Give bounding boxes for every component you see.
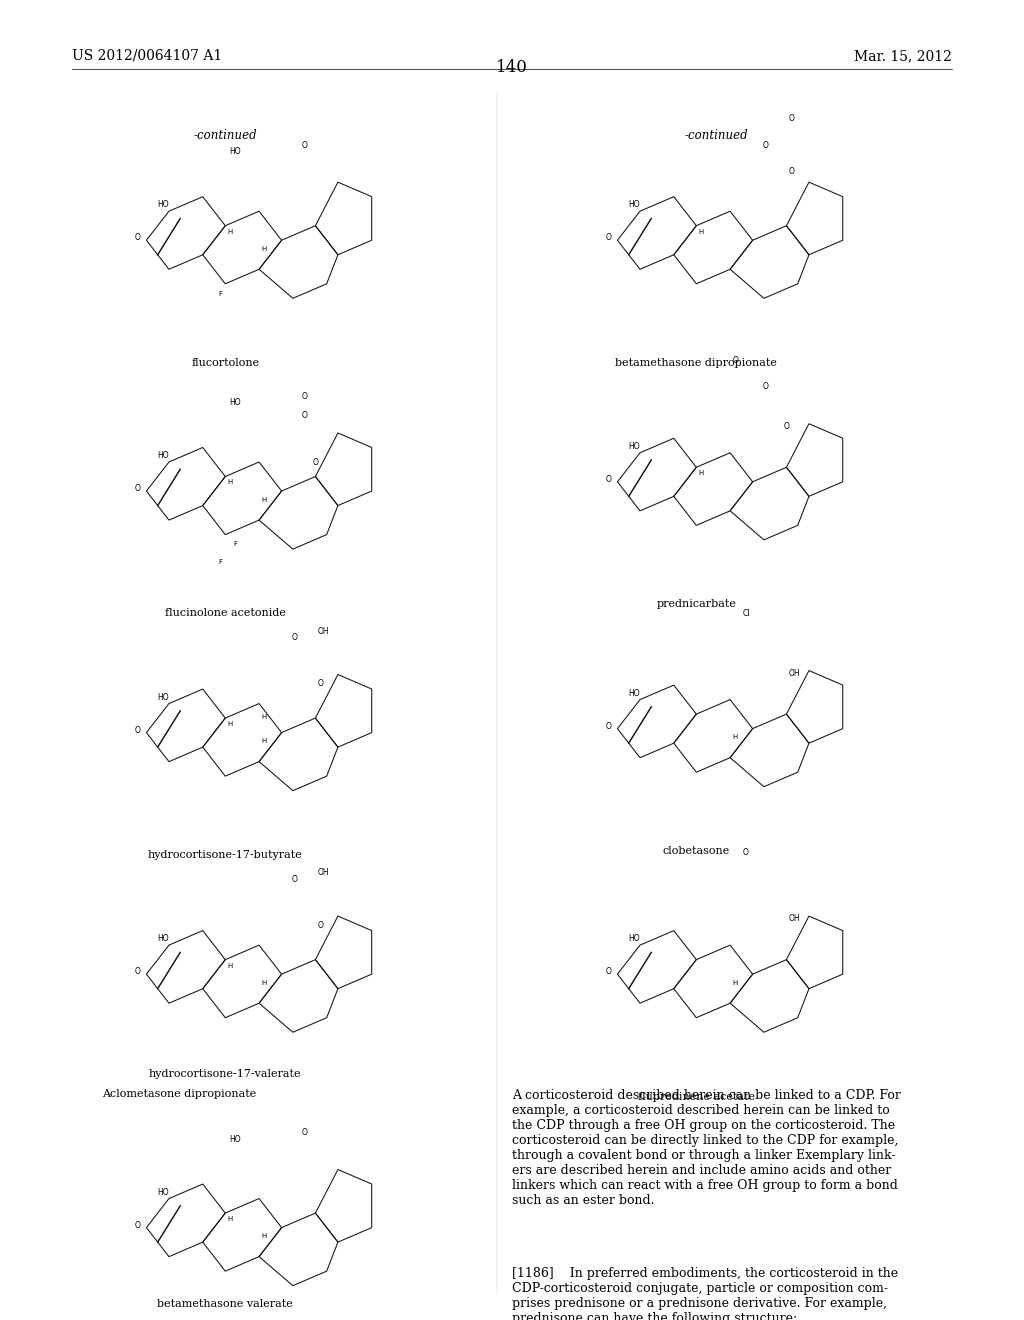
- Text: HO: HO: [158, 201, 169, 210]
- Text: flucortolone: flucortolone: [191, 358, 259, 368]
- Text: hydrocortisone-17-butyrate: hydrocortisone-17-butyrate: [147, 850, 303, 861]
- Text: Aclometasone dipropionate: Aclometasone dipropionate: [102, 1089, 257, 1100]
- Text: O: O: [302, 412, 308, 421]
- Text: O: O: [292, 875, 298, 884]
- Text: OH: OH: [788, 915, 800, 924]
- Text: HO: HO: [158, 451, 169, 461]
- Text: F: F: [218, 558, 222, 565]
- Text: HO: HO: [229, 399, 242, 408]
- Text: Cl: Cl: [742, 610, 750, 619]
- Text: H: H: [261, 979, 267, 986]
- Text: H: H: [732, 734, 738, 741]
- Text: F: F: [218, 290, 222, 297]
- Text: -continued: -continued: [194, 128, 257, 141]
- Text: F: F: [233, 541, 238, 548]
- Text: H: H: [227, 721, 233, 727]
- Text: clobetasone: clobetasone: [663, 846, 730, 857]
- Text: OH: OH: [317, 627, 329, 636]
- Text: O: O: [605, 968, 611, 977]
- Text: O: O: [134, 484, 140, 494]
- Text: O: O: [134, 726, 140, 735]
- Text: O: O: [134, 968, 140, 977]
- Text: O: O: [605, 722, 611, 731]
- Text: O: O: [312, 458, 318, 467]
- Text: HO: HO: [629, 689, 640, 698]
- Text: A corticosteroid described herein can be linked to a CDP. For
example, a cortico: A corticosteroid described herein can be…: [512, 1089, 901, 1206]
- Text: US 2012/0064107 A1: US 2012/0064107 A1: [72, 49, 222, 63]
- Text: flucinolone acetonide: flucinolone acetonide: [165, 609, 286, 619]
- Text: O: O: [134, 1221, 140, 1230]
- Text: O: O: [605, 234, 611, 243]
- Text: H: H: [227, 479, 233, 486]
- Text: betamethasone dipropionate: betamethasone dipropionate: [615, 358, 777, 368]
- Text: O: O: [788, 115, 795, 124]
- Text: O: O: [292, 634, 298, 643]
- Text: O: O: [302, 141, 308, 150]
- Text: -continued: -continued: [685, 128, 749, 141]
- Text: [1186]    In preferred embodiments, the corticosteroid in the
CDP-corticosteroid: [1186] In preferred embodiments, the cor…: [512, 1267, 898, 1320]
- Text: H: H: [261, 496, 267, 503]
- Text: prednicarbate: prednicarbate: [656, 599, 736, 610]
- Text: O: O: [605, 475, 611, 484]
- Text: O: O: [317, 680, 324, 689]
- Text: H: H: [698, 470, 705, 477]
- Text: H: H: [261, 738, 267, 744]
- Text: O: O: [302, 1129, 308, 1138]
- Text: HO: HO: [158, 935, 169, 944]
- Text: O: O: [742, 849, 749, 858]
- Text: HO: HO: [629, 442, 640, 451]
- Text: H: H: [261, 714, 267, 721]
- Text: H: H: [227, 228, 233, 235]
- Text: 140: 140: [496, 59, 528, 77]
- Text: O: O: [302, 392, 308, 401]
- Text: HO: HO: [629, 201, 640, 210]
- Text: HO: HO: [158, 693, 169, 702]
- Text: H: H: [227, 1216, 233, 1222]
- Text: OH: OH: [788, 669, 800, 678]
- Text: H: H: [261, 1233, 267, 1239]
- Text: O: O: [783, 422, 790, 432]
- Text: H: H: [227, 962, 233, 969]
- Text: O: O: [317, 921, 324, 931]
- Text: HO: HO: [229, 1135, 242, 1144]
- Text: H: H: [732, 979, 738, 986]
- Text: flupredinene acetate: flupredinene acetate: [638, 1092, 755, 1102]
- Text: O: O: [763, 383, 769, 392]
- Text: O: O: [788, 168, 795, 177]
- Text: HO: HO: [229, 148, 242, 157]
- Text: O: O: [732, 356, 738, 366]
- Text: O: O: [134, 234, 140, 243]
- Text: Mar. 15, 2012: Mar. 15, 2012: [854, 49, 952, 63]
- Text: H: H: [261, 246, 267, 252]
- Text: hydrocortisone-17-valerate: hydrocortisone-17-valerate: [150, 1069, 301, 1080]
- Text: betamethasone valerate: betamethasone valerate: [158, 1299, 293, 1309]
- Text: H: H: [698, 228, 705, 235]
- Text: HO: HO: [629, 935, 640, 944]
- Text: HO: HO: [158, 1188, 169, 1197]
- Text: O: O: [763, 141, 769, 150]
- Text: OH: OH: [317, 869, 329, 878]
